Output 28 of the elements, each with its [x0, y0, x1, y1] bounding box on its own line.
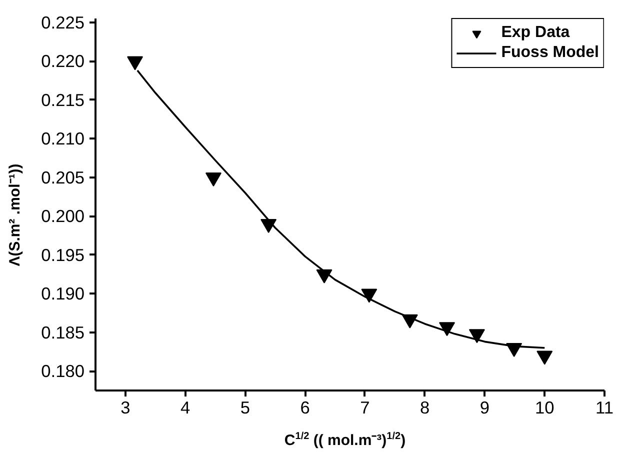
- x-tick-label: 6: [300, 398, 310, 418]
- y-tick-label: 0.220: [41, 51, 85, 72]
- legend-label: Fuoss Model: [501, 44, 599, 62]
- point: [536, 350, 553, 365]
- y-tick-label: 0.205: [41, 167, 85, 188]
- y-axis-title: Λ(S.m² .mol⁻¹)): [5, 164, 24, 266]
- x-tick-label: 9: [480, 398, 490, 418]
- y-tick-label: 0.225: [41, 12, 85, 32]
- point: [205, 172, 222, 187]
- y-tick-label: 0.200: [41, 206, 85, 226]
- x-tick-label: 10: [534, 398, 554, 418]
- x-tick-label: 3: [120, 398, 130, 418]
- y-tick-label: 0.185: [41, 322, 85, 342]
- y-tick-label: 0.195: [41, 244, 85, 265]
- x-axis-title: C$^{1/2}$ (( mol.m⁻³)$^{1/2}$): [283, 430, 407, 451]
- point: [468, 329, 485, 344]
- y-tick-label: 0.190: [41, 284, 85, 304]
- x-tick-label: 7: [360, 398, 370, 418]
- point: [439, 322, 456, 336]
- x-tick-label: 5: [240, 398, 250, 418]
- legend-label: Exp Data: [501, 24, 570, 42]
- point: [127, 56, 144, 70]
- x-tick-label: 11: [596, 398, 614, 418]
- x-tick-label: 8: [420, 398, 430, 418]
- x-tick-label: 4: [180, 398, 191, 418]
- y-tick-label: 0.210: [41, 128, 85, 149]
- y-tick-label: 0.215: [41, 90, 85, 110]
- y-tick-label: 0.180: [41, 361, 85, 382]
